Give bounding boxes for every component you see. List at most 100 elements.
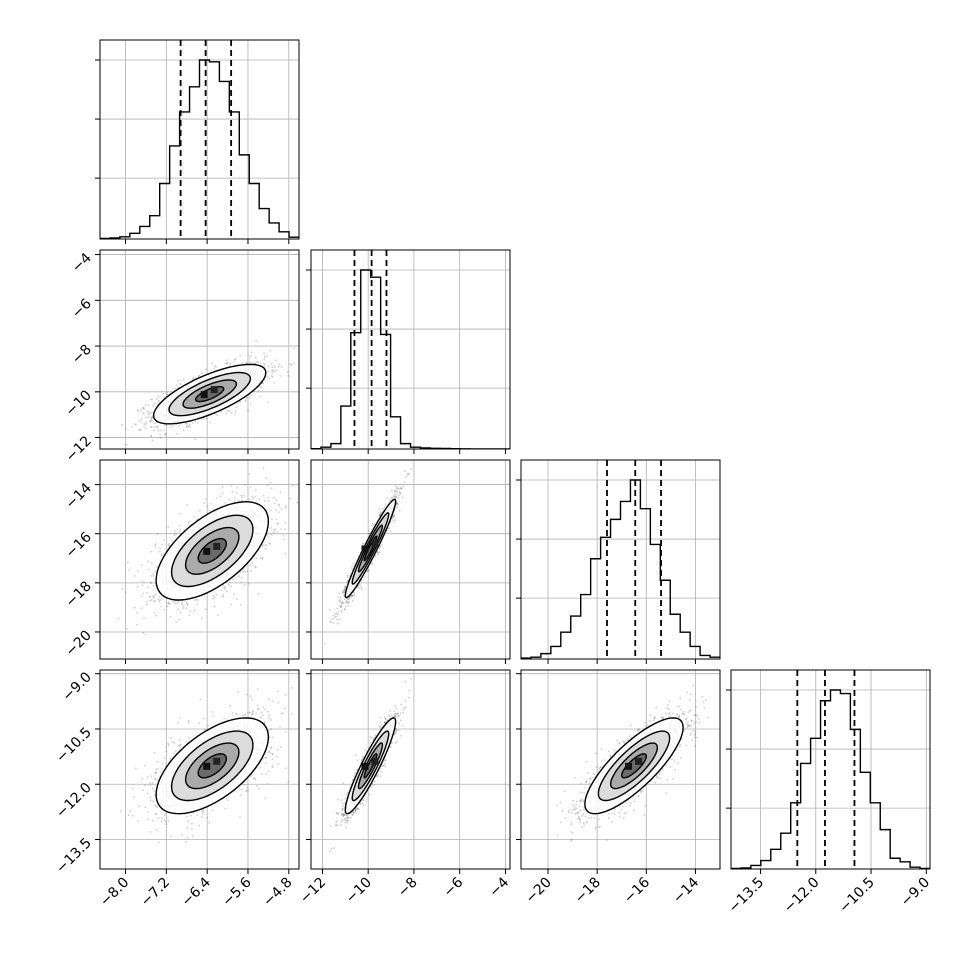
- scatter-point: [384, 506, 386, 508]
- scatter-point: [223, 595, 225, 597]
- scatter-point: [263, 363, 265, 365]
- scatter-point: [289, 498, 291, 500]
- scatter-point: [141, 584, 143, 586]
- scatter-point: [155, 567, 157, 569]
- scatter-point: [260, 558, 262, 560]
- scatter-point: [146, 592, 148, 594]
- scatter-point: [247, 410, 249, 412]
- scatter-point: [175, 621, 177, 623]
- scatter-point: [273, 531, 275, 533]
- scatter-point: [179, 525, 181, 527]
- scatter-point: [226, 359, 228, 361]
- scatter-point: [214, 597, 216, 599]
- scatter-point: [269, 378, 271, 380]
- scatter-point: [197, 422, 199, 424]
- scatter-point: [179, 531, 181, 533]
- scatter-point: [281, 366, 283, 368]
- scatter-point: [222, 492, 224, 494]
- scatter-point: [279, 364, 281, 366]
- scatter-point: [258, 593, 260, 595]
- scatter-point: [254, 496, 256, 498]
- scatter-point: [145, 634, 147, 636]
- panel-2-2: [516, 460, 720, 659]
- scatter-point: [158, 599, 160, 601]
- scatter-point: [250, 355, 252, 357]
- scatter-point: [229, 581, 231, 583]
- scatter-point: [166, 393, 168, 395]
- scatter-point: [236, 487, 238, 489]
- scatter-point: [231, 412, 233, 414]
- scatter-point: [233, 361, 235, 363]
- scatter-point: [229, 499, 231, 501]
- scatter-point: [258, 390, 260, 392]
- scatter-point: [143, 423, 145, 425]
- scatter-point: [145, 422, 147, 424]
- scatter-point: [208, 510, 210, 512]
- scatter-point: [243, 584, 245, 586]
- scatter-point: [155, 593, 157, 595]
- density-peak: [201, 391, 208, 398]
- scatter-point: [269, 350, 271, 352]
- scatter-point: [156, 398, 158, 400]
- scatter-point: [265, 478, 267, 480]
- scatter-point: [287, 371, 289, 373]
- scatter-point: [235, 410, 237, 412]
- scatter-point: [153, 597, 155, 599]
- scatter-point: [169, 616, 171, 618]
- scatter-point: [267, 484, 269, 486]
- scatter-point: [240, 495, 242, 497]
- scatter-point: [174, 388, 176, 390]
- scatter-point: [313, 454, 315, 456]
- scatter-point: [264, 356, 266, 358]
- scatter-point: [186, 607, 188, 609]
- scatter-point: [136, 624, 138, 626]
- scatter-point: [154, 426, 156, 428]
- scatter-point: [148, 569, 150, 571]
- scatter-point: [151, 398, 153, 400]
- scatter-point: [155, 543, 157, 545]
- scatter-point: [377, 553, 379, 555]
- scatter-point: [141, 564, 143, 566]
- scatter-point: [278, 511, 280, 513]
- scatter-point: [214, 606, 216, 608]
- scatter-point: [141, 580, 143, 582]
- scatter-point: [176, 602, 178, 604]
- scatter-point: [177, 380, 179, 382]
- scatter-point: [119, 449, 121, 451]
- scatter-point: [198, 374, 200, 376]
- scatter-point: [201, 617, 203, 619]
- scatter-point: [274, 528, 276, 530]
- scatter-point: [262, 558, 264, 560]
- scatter-point: [236, 598, 238, 600]
- scatter-point: [226, 591, 228, 593]
- scatter-point: [235, 358, 237, 360]
- scatter-point: [237, 500, 239, 502]
- scatter-point: [205, 368, 207, 370]
- scatter-point: [156, 533, 158, 535]
- scatter-point: [214, 368, 216, 370]
- scatter-point: [285, 505, 287, 507]
- scatter-point: [134, 423, 136, 425]
- scatter-point: [194, 516, 196, 518]
- scatter-point: [250, 394, 252, 396]
- scatter-point: [153, 403, 155, 405]
- scatter-point: [348, 605, 350, 607]
- scatter-point: [178, 601, 180, 603]
- scatter-point: [193, 612, 195, 614]
- scatter-point: [251, 351, 253, 353]
- scatter-point: [333, 618, 335, 620]
- scatter-point: [146, 603, 148, 605]
- scatter-point: [226, 362, 228, 364]
- scatter-point: [382, 508, 384, 510]
- scatter-point: [251, 562, 253, 564]
- scatter-point: [149, 600, 151, 602]
- scatter-point: [168, 545, 170, 547]
- scatter-point: [174, 530, 176, 532]
- scatter-point: [255, 566, 257, 568]
- scatter-point: [368, 530, 370, 532]
- panel-frame: [100, 250, 299, 449]
- scatter-point: [250, 403, 252, 405]
- scatter-point: [234, 501, 236, 503]
- scatter-point: [194, 609, 196, 611]
- scatter-point: [273, 365, 275, 367]
